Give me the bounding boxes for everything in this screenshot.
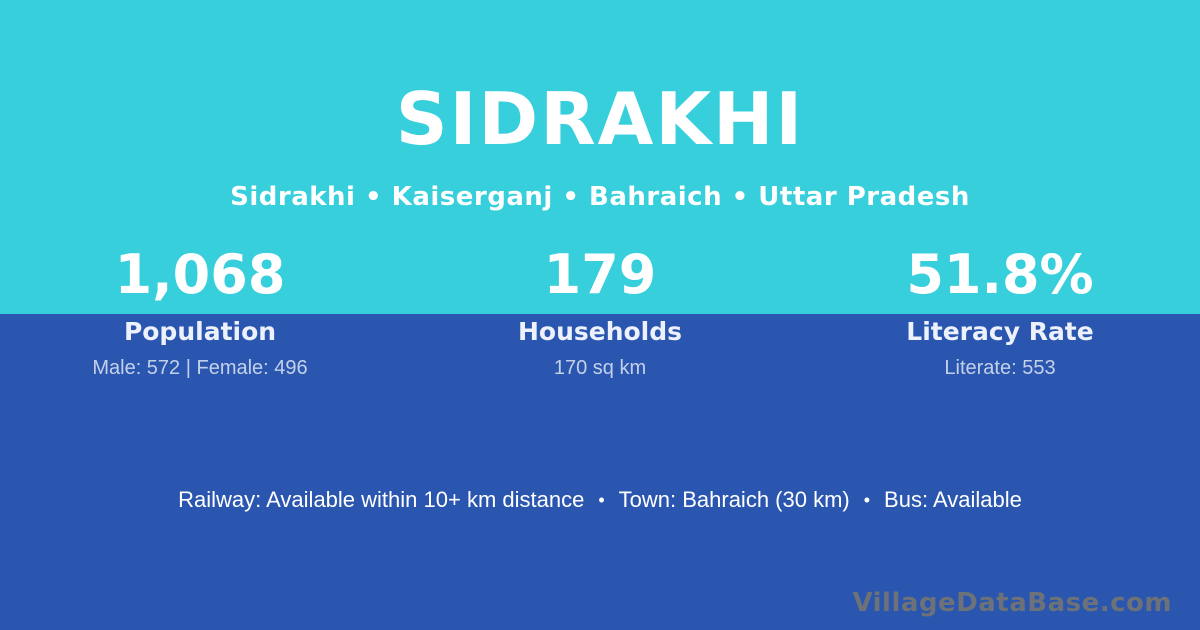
households-label: Households [517, 317, 683, 346]
town-info: Town: Bahraich (30 km) [618, 487, 850, 512]
railway-info: Railway: Available within 10+ km distanc… [178, 487, 585, 512]
stat-households: 179 Households 170 sq km [400, 248, 800, 380]
bullet-separator: • [598, 490, 605, 510]
transport-info-line: Railway: Available within 10+ km distanc… [0, 487, 1200, 513]
top-band [0, 0, 1200, 314]
bullet-separator: • [863, 490, 871, 510]
stat-population: 1,068 Population Male: 572 | Female: 496 [0, 248, 400, 380]
literacy-rate-label: Literacy Rate [906, 317, 1094, 346]
watermark: VillageDataBase.com [852, 588, 1172, 618]
breadcrumb: Sidrakhi • Kaiserganj • Bahraich • Uttar… [230, 182, 970, 212]
stats-row: 1,068 Population Male: 572 | Female: 496… [0, 248, 1200, 380]
households-detail: 170 sq km [553, 357, 647, 379]
population-detail: Male: 572 | Female: 496 [92, 357, 308, 379]
literacy-rate-value: 51.8% [906, 243, 1094, 306]
population-value: 1,068 [114, 243, 286, 306]
bus-info: Bus: Available [884, 487, 1022, 512]
literacy-rate-detail: Literate: 553 [944, 357, 1056, 379]
households-value: 179 [543, 243, 657, 306]
stat-literacy-rate: 51.8% Literacy Rate Literate: 553 [800, 248, 1200, 380]
page-title: SIDRAKHI [395, 77, 805, 161]
population-label: Population [123, 317, 277, 346]
